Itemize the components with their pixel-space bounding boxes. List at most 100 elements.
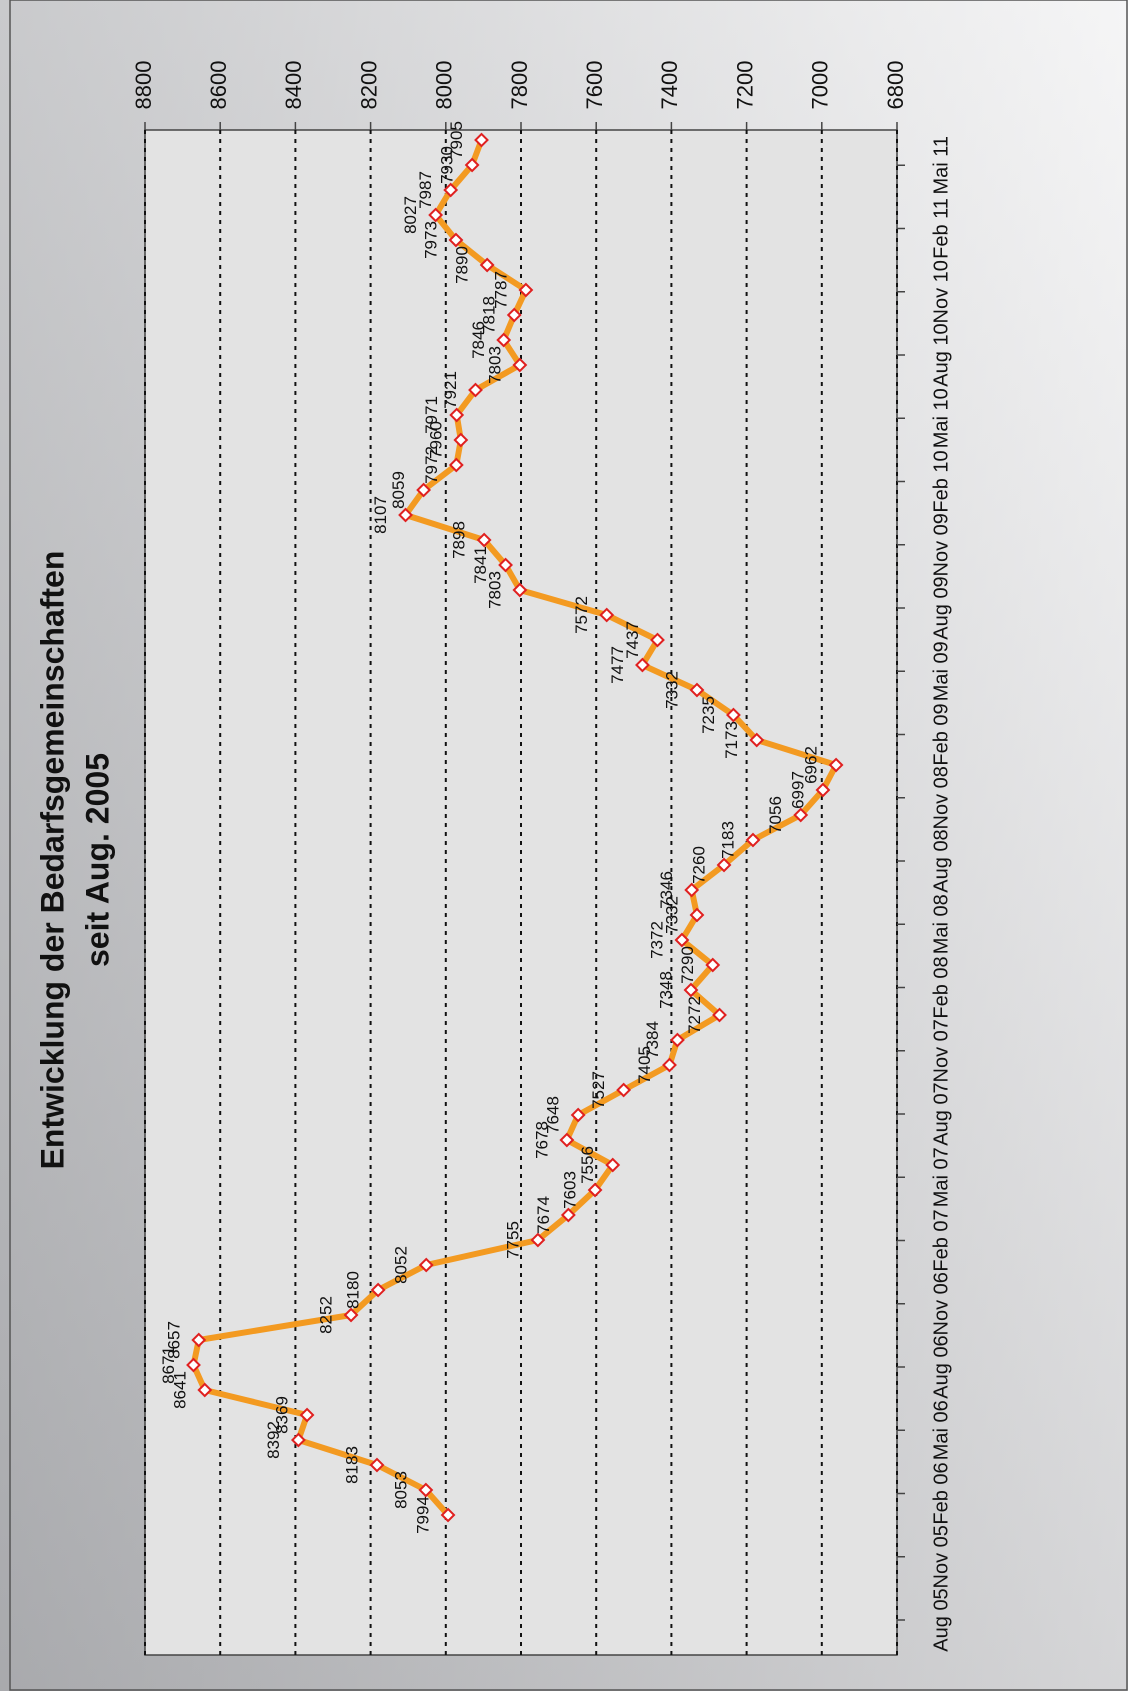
data-marker	[197, 1382, 213, 1398]
data-marker	[448, 457, 464, 473]
data-marker	[448, 232, 464, 248]
data-label: 7987	[416, 171, 435, 209]
data-label: 7890	[453, 246, 472, 284]
data-label: 6997	[788, 771, 807, 809]
data-marker	[476, 532, 492, 548]
data-label: 7332	[662, 896, 681, 934]
data-marker	[705, 957, 721, 973]
y-tick-label: 7800	[507, 61, 532, 110]
data-label: 7846	[469, 321, 488, 359]
data-label: 7973	[421, 221, 440, 259]
data-marker	[605, 1157, 621, 1173]
data-marker	[370, 1282, 386, 1298]
x-tick-label: Mai 07	[930, 1147, 952, 1207]
x-tick-label: Mai 08	[930, 894, 952, 954]
x-tick-label: Feb 06	[930, 1462, 952, 1524]
data-marker	[479, 257, 495, 273]
data-label: 7971	[422, 396, 441, 434]
data-label: 7960	[426, 421, 445, 459]
data-marker	[712, 1007, 727, 1023]
y-tick-label: 8000	[432, 61, 457, 110]
frame	[9, 0, 1128, 1691]
data-label: 7921	[441, 371, 460, 409]
data-label: 8059	[389, 471, 408, 509]
data-label: 7572	[572, 596, 591, 634]
data-label: 7405	[635, 1046, 654, 1084]
data-label: 7056	[766, 796, 785, 834]
x-tick-label: Aug 05	[930, 1588, 952, 1651]
x-tick-label: Aug 08	[930, 829, 952, 892]
data-label: 8252	[317, 1296, 336, 1334]
data-label: 7556	[578, 1146, 597, 1184]
data-marker	[815, 782, 831, 798]
data-label: 7348	[656, 971, 675, 1009]
data-label: 7372	[647, 921, 666, 959]
x-tick-label: Mai 11	[930, 136, 952, 195]
data-label: 7803	[485, 346, 504, 384]
x-tick-label: Feb 09	[930, 703, 952, 765]
data-label: 8657	[164, 1321, 183, 1359]
y-tick-label: 7600	[582, 61, 607, 110]
data-marker	[428, 207, 444, 223]
data-label: 8180	[344, 1271, 363, 1309]
data-marker	[745, 832, 761, 848]
data-marker	[443, 182, 459, 198]
data-label: 7841	[471, 546, 490, 584]
data-label: 7173	[722, 721, 741, 759]
data-marker	[587, 1182, 603, 1198]
data-marker	[684, 882, 700, 898]
x-tick-label: Nov 08	[930, 766, 952, 829]
data-label: 7755	[503, 1221, 522, 1259]
x-tick-label: Aug 07	[930, 1082, 952, 1145]
data-marker	[186, 1357, 201, 1373]
data-marker	[299, 1407, 315, 1423]
data-marker	[689, 907, 705, 923]
data-label: 8369	[273, 1396, 292, 1434]
x-tick-label: Feb 11	[930, 198, 952, 259]
y-tick-label: 7400	[657, 61, 682, 110]
data-marker	[716, 857, 732, 873]
data-label: 8671	[159, 1346, 178, 1384]
data-marker	[518, 282, 534, 298]
data-marker	[650, 632, 665, 648]
data-marker	[828, 757, 844, 773]
chart-subtitle: seit Aug. 2005	[79, 753, 115, 967]
data-marker	[793, 807, 809, 823]
data-marker	[290, 1432, 306, 1448]
data-marker	[496, 332, 512, 348]
data-marker	[498, 557, 513, 573]
data-label: 7818	[480, 296, 499, 334]
data-marker	[191, 1332, 207, 1348]
data-marker	[530, 1232, 546, 1248]
data-marker	[689, 682, 705, 698]
data-marker	[453, 432, 469, 448]
y-tick-label: 8600	[206, 61, 231, 110]
data-label: 7930	[438, 146, 457, 184]
data-label: 7437	[623, 621, 642, 659]
data-label: 7648	[544, 1096, 563, 1134]
data-marker	[449, 407, 465, 423]
data-marker	[559, 1132, 575, 1148]
y-tick-label: 7000	[808, 61, 833, 110]
data-label: 7994	[414, 1496, 433, 1534]
data-label: 7905	[447, 121, 466, 159]
data-marker	[749, 732, 765, 748]
data-marker	[416, 482, 432, 498]
y-tick-label: 8200	[356, 61, 381, 110]
data-marker	[683, 982, 699, 998]
x-tick-label: Aug 10	[930, 323, 952, 386]
x-tick-label: Aug 06	[930, 1335, 952, 1398]
x-tick-label: Feb 07	[930, 1209, 952, 1271]
data-marker	[506, 307, 522, 323]
data-marker	[674, 932, 690, 948]
chart-body: Entwicklung der Bedarfsgemeinschaften se…	[34, 61, 952, 1656]
data-label: 7260	[690, 846, 709, 884]
data-label: 7384	[643, 1021, 662, 1059]
data-label: 8027	[401, 196, 420, 234]
data-marker	[418, 1482, 434, 1498]
data-label: 7477	[608, 646, 627, 684]
data-marker	[635, 657, 650, 673]
data-label: 7678	[532, 1121, 551, 1159]
